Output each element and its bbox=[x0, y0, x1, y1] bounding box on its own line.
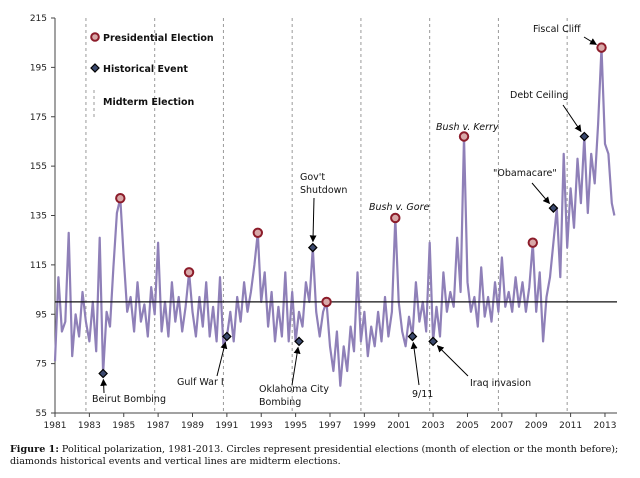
caption-text: Political polarization, 1981-2013. Circl… bbox=[10, 444, 619, 467]
legend-circle-marker bbox=[90, 32, 100, 42]
annotation-arrow bbox=[309, 197, 317, 243]
presidential-election-marker bbox=[458, 131, 470, 142]
x-tick-label: 1983 bbox=[78, 421, 101, 431]
annotation-arrow bbox=[531, 182, 550, 205]
y-tick-label: 155 bbox=[30, 162, 47, 172]
x-tick-label: 1993 bbox=[250, 421, 273, 431]
polarization-chart: 55 75 95 115 135 155 175 195 215 1981 1983 1985 1987… bbox=[30, 14, 617, 431]
historical-event-marker bbox=[294, 336, 304, 347]
presidential-election-marker bbox=[321, 296, 332, 308]
historical-event-marker bbox=[407, 331, 418, 342]
annotation-label: Fiscal Cliff bbox=[533, 24, 581, 35]
annotation-label: Shutdown bbox=[300, 185, 347, 196]
x-tick-label: 1989 bbox=[181, 421, 204, 431]
legend-label: Historical Event bbox=[103, 64, 188, 75]
x-tick-label: 2003 bbox=[422, 421, 445, 431]
presidential-election-marker bbox=[596, 42, 607, 53]
annotation-label: Bombing bbox=[259, 397, 301, 408]
x-tick-label: 2001 bbox=[387, 421, 410, 431]
x-tick-label: 2007 bbox=[490, 421, 513, 431]
annotation-arrow bbox=[583, 36, 597, 45]
x-tick-label: 2009 bbox=[525, 421, 548, 431]
annotation-label: "Obamacare" bbox=[493, 168, 557, 179]
annotation-arrow bbox=[436, 345, 469, 377]
x-tick-label: 1985 bbox=[112, 421, 135, 431]
legend-diamond-marker bbox=[90, 63, 100, 73]
annotation-arrow bbox=[562, 104, 582, 133]
historical-event-marker bbox=[98, 368, 108, 379]
historical-event-marker bbox=[428, 336, 438, 347]
y-tick-label: 75 bbox=[36, 360, 47, 370]
presidential-election-marker bbox=[390, 212, 401, 224]
historical-event-marker bbox=[579, 131, 590, 142]
y-tick-label: 195 bbox=[30, 63, 47, 73]
annotation-label: Gov't bbox=[300, 172, 325, 183]
presidential-election-marker bbox=[115, 193, 126, 204]
y-tick-label: 95 bbox=[36, 310, 47, 320]
historical-event-marker bbox=[307, 242, 318, 253]
legend-label: Midterm Election bbox=[103, 97, 195, 108]
x-tick-label: 1981 bbox=[44, 421, 67, 431]
legend-label: Presidential Election bbox=[103, 33, 214, 44]
x-tick-label: 1991 bbox=[215, 421, 238, 431]
presidential-election-marker bbox=[527, 237, 538, 248]
annotation-label: 9/11 bbox=[412, 389, 433, 400]
x-tick-label: 2013 bbox=[594, 421, 617, 431]
x-tick-label: 2011 bbox=[559, 421, 582, 431]
y-tick-label: 115 bbox=[30, 261, 47, 271]
historical-event-marker bbox=[548, 203, 559, 213]
y-tick-label: 215 bbox=[30, 14, 47, 24]
annotation-label: Debt Ceiling bbox=[510, 90, 568, 101]
historical-event-marker bbox=[222, 331, 232, 342]
annotation-arrow bbox=[216, 341, 228, 377]
annotation-arrow bbox=[291, 346, 301, 386]
annotation-label: Oklahoma City bbox=[259, 384, 329, 395]
x-tick-label: 1987 bbox=[147, 421, 170, 431]
annotation-label: Bush v. Kerry bbox=[436, 122, 499, 133]
x-tick-label: 1997 bbox=[319, 421, 342, 431]
caption-label: Figure 1: bbox=[10, 444, 59, 455]
presidential-election-marker bbox=[183, 267, 195, 278]
y-tick-label: 175 bbox=[30, 113, 47, 123]
series-line bbox=[53, 46, 616, 387]
annotation-label: Iraq invasion bbox=[470, 378, 531, 389]
annotation-label: Gulf War I bbox=[177, 377, 224, 388]
x-tick-label: 1995 bbox=[284, 421, 307, 431]
figure-caption: Figure 1: Political polarization, 1981-2… bbox=[10, 444, 634, 468]
annotation-arrow bbox=[100, 378, 108, 394]
y-tick-label: 55 bbox=[36, 409, 47, 419]
x-tick-label: 1999 bbox=[353, 421, 376, 431]
annotation-label: Bush v. Gore bbox=[369, 202, 429, 213]
annotation-label: Beirut Bombing bbox=[92, 394, 166, 405]
presidential-election-marker bbox=[252, 227, 264, 238]
annotation-arrow bbox=[410, 341, 420, 386]
y-tick-label: 135 bbox=[30, 212, 47, 222]
x-tick-label: 2005 bbox=[456, 421, 479, 431]
